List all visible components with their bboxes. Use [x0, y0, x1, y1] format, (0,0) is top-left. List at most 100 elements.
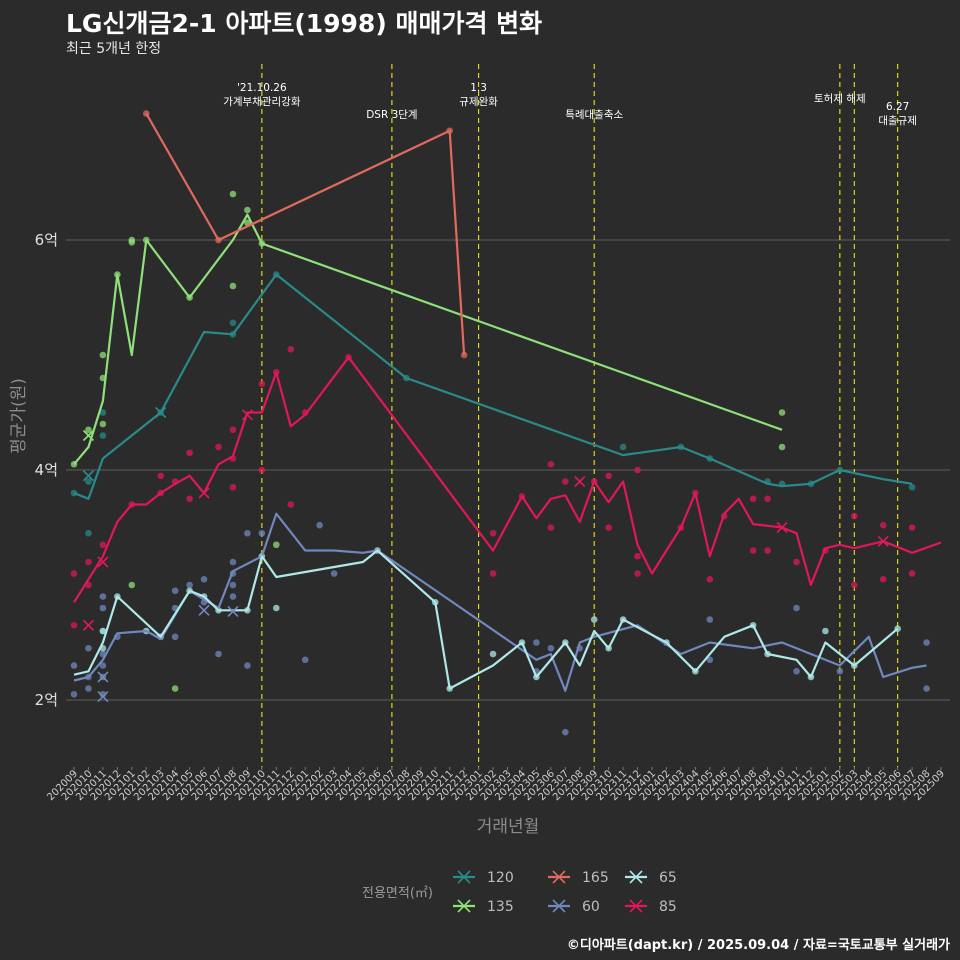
legend: 전용면적(㎡) 120 135 165 60 65 85	[362, 870, 677, 915]
data-point-60	[793, 604, 800, 612]
annotation-label: DSR 3단계	[366, 109, 417, 121]
annotation-label: 6.27 대출규제	[878, 101, 917, 127]
data-point-135	[778, 443, 786, 451]
data-point-135	[244, 206, 251, 214]
data-point-120	[85, 529, 92, 537]
data-point-60	[793, 667, 800, 675]
data-point-85	[793, 558, 800, 566]
y-tick-label: 4억	[35, 461, 58, 479]
annotation-label: '21.10.26 가계부채관리강화	[223, 82, 301, 108]
data-point-85	[908, 570, 916, 577]
data-point-135	[85, 426, 92, 434]
cross-marker-120	[82, 470, 95, 482]
annotation-label: 토허제 해제	[814, 92, 866, 105]
data-point-85	[879, 575, 887, 583]
series-lines	[73, 112, 942, 692]
data-point-60	[70, 662, 78, 669]
y-tick-label: 2억	[35, 691, 58, 709]
chart-title: LG신개금2-1 아파트(1998) 매매가격 변화	[66, 9, 543, 38]
legend-marker-65	[629, 870, 643, 884]
data-point-60	[99, 593, 107, 600]
cross-marker-85	[574, 475, 586, 488]
data-point-60	[301, 656, 309, 664]
data-point-60	[330, 570, 338, 577]
data-point-65	[489, 650, 497, 658]
data-point-85	[764, 495, 771, 503]
data-point-120	[85, 478, 92, 485]
y-axis-title: 평균가(원)	[9, 378, 29, 454]
cross-marker-60	[198, 604, 210, 616]
data-point-60	[99, 604, 107, 612]
data-point-60	[99, 662, 107, 669]
legend-label-65: 65	[659, 870, 677, 886]
legend-label-120: 120	[487, 870, 514, 886]
data-point-60	[836, 667, 844, 675]
data-point-85	[547, 460, 555, 468]
chart-subtitle: 최근 5개년 한정	[66, 41, 162, 57]
data-point-85	[749, 495, 757, 503]
data-point-60	[706, 656, 714, 664]
data-point-60	[706, 616, 714, 623]
data-point-60	[229, 593, 237, 600]
data-point-85	[70, 570, 78, 577]
data-point-85	[258, 380, 266, 388]
data-point-85	[562, 478, 569, 485]
data-point-85	[634, 570, 641, 577]
data-point-65	[822, 627, 829, 635]
cross-marker-85	[776, 521, 788, 534]
data-point-85	[157, 472, 164, 480]
data-point-60	[85, 685, 92, 692]
data-point-65	[590, 616, 598, 623]
data-point-85	[99, 541, 107, 549]
y-tick-label: 6억	[35, 231, 58, 249]
legend-marker-120	[457, 870, 471, 884]
data-point-165	[460, 351, 468, 359]
series-line-135	[73, 213, 783, 466]
data-point-60	[244, 529, 251, 537]
cross-marker-120	[155, 406, 167, 419]
data-point-60	[923, 685, 930, 692]
legend-marker-135	[457, 899, 471, 913]
data-point-85	[764, 547, 771, 554]
data-point-85	[706, 575, 714, 583]
data-point-135	[99, 420, 107, 428]
cross-marker-60	[227, 605, 239, 618]
data-point-120	[99, 432, 107, 439]
cross-marker-85	[241, 409, 253, 421]
data-point-60	[229, 558, 237, 566]
data-point-85	[186, 449, 193, 457]
data-point-85	[605, 472, 612, 480]
x-axis-title: 거래년월	[477, 817, 540, 837]
data-point-85	[287, 345, 295, 353]
source-caption: ©디아파트(dapt.kr) / 2025.09.04 / 자료=국토교통부 실…	[566, 938, 950, 953]
data-point-135	[99, 351, 107, 359]
data-point-60	[171, 633, 179, 641]
data-point-60	[923, 639, 930, 646]
cross-marker-60	[97, 671, 109, 683]
data-point-120	[229, 319, 237, 327]
series-line-120	[73, 273, 913, 500]
data-point-85	[258, 466, 266, 474]
data-point-60	[70, 690, 78, 698]
data-point-135	[778, 409, 786, 416]
data-point-85	[229, 483, 237, 491]
data-point-85	[215, 443, 222, 451]
data-point-85	[229, 426, 237, 434]
data-point-60	[171, 587, 179, 595]
data-point-135	[128, 581, 136, 589]
data-point-85	[186, 495, 193, 503]
legend-label-135: 135	[487, 899, 514, 915]
series-line-85	[73, 356, 942, 603]
data-point-60	[547, 644, 555, 652]
series-line-165	[145, 112, 466, 356]
data-point-60	[200, 575, 208, 583]
data-point-60	[215, 650, 222, 658]
legend-label-85: 85	[659, 899, 677, 915]
data-point-85	[605, 524, 612, 531]
cross-marker-60	[97, 690, 109, 703]
data-point-60	[316, 521, 323, 529]
legend-marker-165	[552, 870, 566, 884]
data-point-85	[85, 558, 92, 566]
gridlines	[66, 239, 950, 701]
data-point-85	[70, 621, 78, 629]
